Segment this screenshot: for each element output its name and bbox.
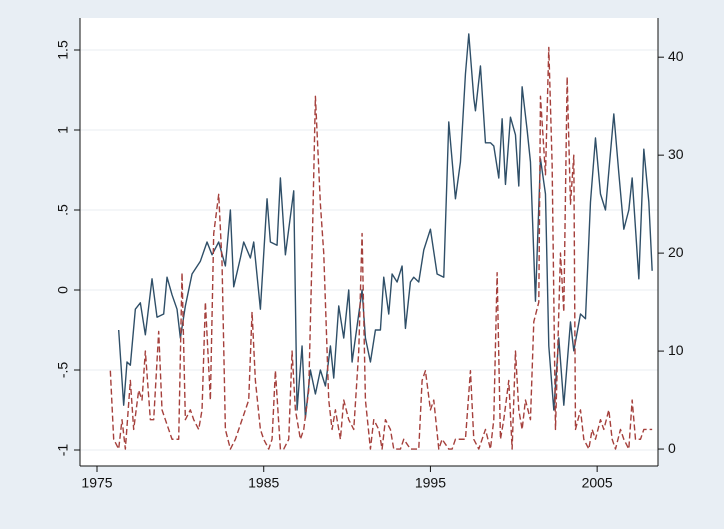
plot-region xyxy=(80,18,658,466)
y2-tick-label: 0 xyxy=(668,440,676,456)
y2-tick-label: 20 xyxy=(668,244,684,260)
y-tick-label: -.5 xyxy=(55,362,71,379)
x-tick-label: 1975 xyxy=(81,475,112,491)
plot-layer: -1 -.5 0 .5 1 1.5 0 10 20 30 40 1975 1985 1995 2005 xyxy=(55,18,684,491)
y2-tick-label: 10 xyxy=(668,342,684,358)
dashed-line xyxy=(109,46,653,450)
y-tick-label: -1 xyxy=(55,444,71,457)
y-tick-label: .5 xyxy=(55,204,71,216)
y2-tick-label: 30 xyxy=(668,146,684,162)
x-tick-label: 2005 xyxy=(582,475,613,491)
x-tick-label: 1995 xyxy=(415,475,446,491)
y-tick-label: 0 xyxy=(55,286,71,294)
y-tick-label: 1.5 xyxy=(55,40,71,60)
y-tick-label: 1 xyxy=(55,126,71,134)
x-tick-label: 1985 xyxy=(248,475,279,491)
y2-tick-label: 40 xyxy=(668,48,684,64)
